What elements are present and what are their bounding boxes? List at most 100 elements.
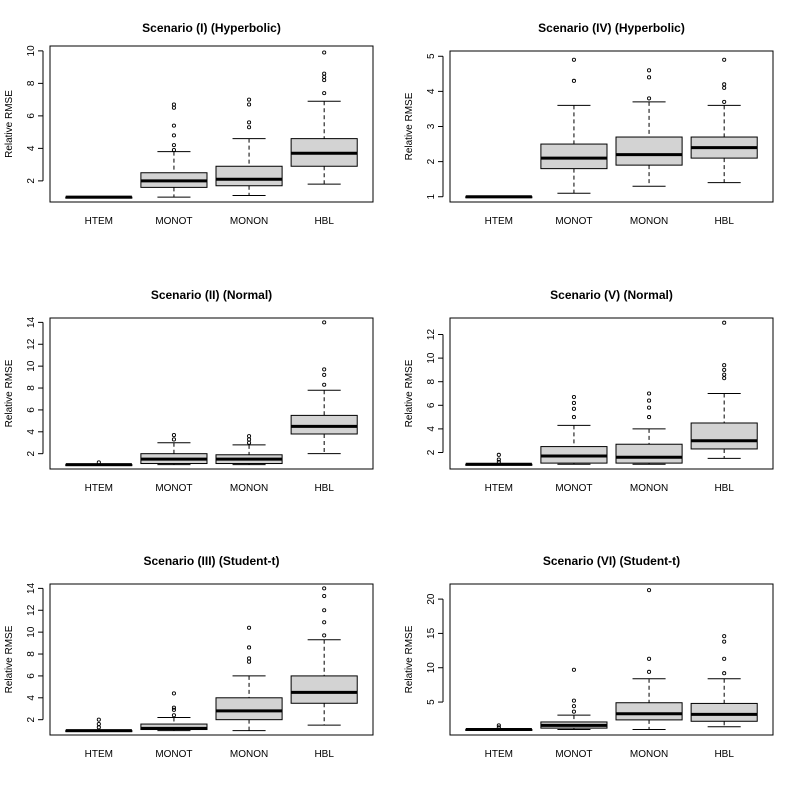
box-hbl [690, 634, 758, 728]
outlier-point [322, 78, 327, 83]
y-tick-label: 15 [426, 627, 437, 639]
outlier-point [171, 437, 176, 442]
outlier-point [571, 57, 576, 62]
outlier-point [496, 459, 501, 464]
y-tick-label: 3 [426, 123, 437, 129]
plot-frame [449, 317, 774, 470]
x-tick-label-htem: HTEM [85, 483, 113, 494]
panel-title: Scenario (IV) (Hyperbolic) [538, 21, 685, 35]
x-tick-label-htem: HTEM [485, 483, 513, 494]
outlier-point [322, 608, 327, 613]
y-tick-label: 14 [26, 316, 37, 328]
outlier-point [722, 639, 727, 644]
iqr-box [290, 675, 358, 704]
panel-title: Scenario (V) (Normal) [550, 288, 673, 302]
outlier-point [247, 440, 252, 445]
outlier-point [247, 97, 252, 102]
outlier-point [247, 625, 252, 630]
y-tick-label: 10 [426, 662, 437, 674]
outlier-point [571, 78, 576, 83]
outlier-point [647, 656, 652, 661]
outlier-point [171, 105, 176, 110]
box-monot [140, 433, 208, 466]
outlier-point [171, 705, 176, 710]
iqr-box [540, 143, 608, 170]
outlier-point [722, 57, 727, 62]
x-tick-label-monot: MONOT [155, 749, 192, 760]
outlier-point [571, 667, 576, 672]
box-monot [140, 691, 208, 732]
y-tick-label: 8 [26, 651, 37, 657]
outlier-point [322, 320, 327, 325]
box-monot [540, 394, 608, 465]
box-monon [615, 391, 683, 465]
panel-title: Scenario (VI) (Student-t) [543, 554, 680, 568]
x-tick-label-monot: MONOT [155, 483, 192, 494]
box-monot [140, 102, 208, 198]
outlier-point [247, 645, 252, 650]
y-tick-label: 4 [26, 145, 37, 151]
y-tick-label: 12 [26, 338, 37, 350]
outlier-point [722, 671, 727, 676]
box-hbl [690, 320, 758, 459]
outlier-point [571, 406, 576, 411]
panel-6: Scenario (VI) (Student-t) Relative RMSE 5 1… [404, 554, 774, 760]
outlier-point [322, 71, 327, 76]
y-axis-label: Relative RMSE [404, 359, 415, 427]
outlier-point [322, 91, 327, 96]
box-hbl [290, 320, 358, 455]
outlier-point [647, 391, 652, 396]
y-tick-label: 12 [26, 604, 37, 616]
x-tick-label-htem: HTEM [85, 216, 113, 227]
x-tick-label-monon: MONON [630, 483, 668, 494]
y-tick-label: 4 [26, 429, 37, 435]
y-tick-label: 5 [426, 53, 437, 59]
iqr-box [215, 697, 283, 721]
outlier-point [647, 68, 652, 73]
outlier-point [496, 457, 501, 462]
box-monon [615, 68, 683, 187]
outlier-point [722, 372, 727, 377]
y-tick-label: 10 [26, 626, 37, 638]
plot-frame [49, 45, 374, 203]
y-tick-label: 2 [26, 450, 37, 456]
y-tick-label: 1 [426, 194, 437, 200]
panel-2: Scenario (IV) (Hyperbolic) Relative RMSE 1… [404, 21, 774, 227]
panel-title: Scenario (III) (Student-t) [144, 554, 280, 568]
outlier-point [322, 382, 327, 387]
x-tick-label-monon: MONON [230, 749, 268, 760]
box-htem [65, 195, 133, 199]
iqr-box [690, 702, 758, 722]
outlier-point [722, 367, 727, 372]
outlier-point [171, 713, 176, 718]
box-monot [540, 57, 608, 194]
outlier-point [647, 75, 652, 80]
outlier-point [322, 372, 327, 377]
y-tick-label: 2 [26, 716, 37, 722]
y-tick-label: 20 [426, 593, 437, 605]
plot-frame [449, 50, 774, 203]
outlier-point [322, 50, 327, 55]
box-hbl [690, 57, 758, 184]
outlier-point [722, 320, 727, 325]
outlier-point [171, 707, 176, 712]
plot-frame [49, 583, 374, 736]
x-tick-label-monon: MONON [230, 483, 268, 494]
outlier-point [322, 74, 327, 79]
outlier-point [96, 717, 101, 722]
outlier-point [722, 656, 727, 661]
outlier-point [722, 363, 727, 368]
outlier-point [571, 415, 576, 420]
outlier-point [496, 723, 501, 728]
outlier-point [247, 125, 252, 130]
outlier-point [247, 120, 252, 125]
outlier-point [171, 147, 176, 153]
box-monon [215, 434, 283, 466]
box-monon [215, 625, 283, 732]
outlier-point [322, 367, 327, 372]
x-tick-label-hbl: HBL [314, 483, 334, 494]
outlier-point [322, 593, 327, 599]
y-tick-label: 4 [26, 695, 37, 701]
